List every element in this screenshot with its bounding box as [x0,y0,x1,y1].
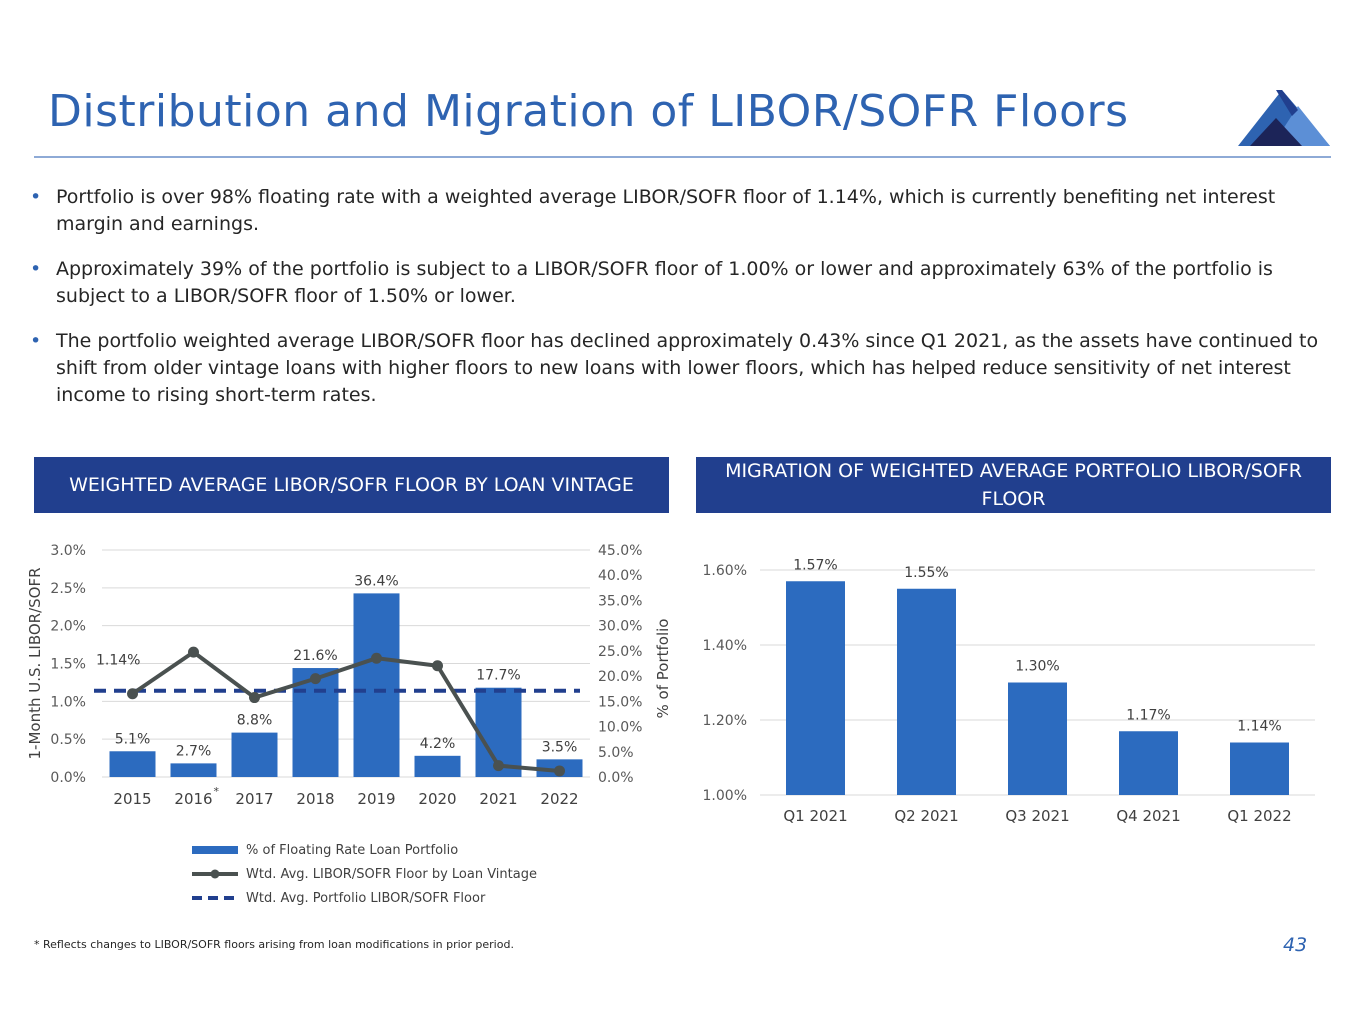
vintage-floor-chart: 0.0% 0.5% 1.0% 1.5% 2.0% 2.5% 3.0% 0.0% 5.0% 10.0… [26,543,672,808]
right-y-tick-label: 5.0% [598,745,634,761]
x-tick-label: Q2 2021 [894,807,958,825]
x-tick-label: Q1 2021 [783,807,847,825]
x-tick-label: Q1 2022 [1227,807,1291,825]
right-y-axis-title: % of Portfolio [654,619,672,719]
bar [170,763,217,777]
left-chart-header: WEIGHTED AVERAGE LIBOR/SOFR FLOOR BY LOA… [34,457,669,513]
legend-line-swatch [192,869,238,879]
left-y-tick-label: 1.5% [50,657,86,673]
bar-data-label: 21.6% [293,648,337,664]
bullet-list: • Portfolio is over 98% floating rate wit… [30,184,1330,427]
footnote: * Reflects changes to LIBOR/SOFR floors … [34,938,514,951]
vintage-chart-legend: % of Floating Rate Loan Portfolio Wtd. A… [190,838,537,910]
vintage-floor-line [131,650,560,773]
bullet-icon: • [30,186,42,208]
left-y-tick-label: 2.0% [50,619,86,635]
x-tick-label: Q3 2021 [1005,807,1069,825]
vintage-floor-point [432,660,443,672]
vintage-floor-point [310,673,321,685]
bar [353,593,400,777]
left-y-tick-label: 0.5% [50,732,86,748]
portfolio-floor-label: 1.14% [96,653,140,669]
vintage-floor-point [554,765,565,777]
title-divider [34,156,1331,158]
vintage-floor-point [188,646,199,658]
y-tick-label: 1.40% [703,638,747,654]
bullet-item: • Approximately 39% of the portfolio is s… [30,258,1273,307]
right-y-tick-label: 10.0% [598,720,642,736]
right-y-tick-label: 25.0% [598,644,642,660]
x-tick-label: 2019 [357,790,395,808]
bar-data-label: 1.14% [1237,719,1281,735]
bar-data-label: 5.1% [115,731,151,747]
bar [414,755,461,777]
x-tick-label: 2015 [113,790,151,808]
bar-data-label: 1.30% [1015,659,1059,675]
bar [1119,731,1178,795]
bar [109,751,156,777]
mountain-logo-icon [1238,90,1330,146]
x-tick-label: 2022 [540,790,578,808]
bar-data-label: 2.7% [176,743,212,759]
y-tick-label: 1.00% [703,788,747,804]
right-chart-header: MIGRATION OF WEIGHTED AVERAGE PORTFOLIO … [696,457,1331,513]
bar-data-label: 4.2% [420,736,456,752]
left-y-tick-label: 1.0% [50,694,86,710]
right-y-tick-label: 15.0% [598,694,642,710]
bar [292,668,339,777]
right-y-tick-label: 0.0% [598,770,634,786]
vintage-floor-point [371,652,382,664]
right-y-tick-label: 45.0% [598,543,642,559]
bullet-item: • Portfolio is over 98% floating rate wit… [30,186,1276,235]
bullet-icon: • [30,258,42,280]
left-y-tick-label: 0.0% [50,770,86,786]
x-tick-label: 2016 [174,790,212,808]
x-tick-label: Q4 2021 [1116,807,1180,825]
legend-item-dashed: Wtd. Avg. Portfolio LIBOR/SOFR Floor [190,886,537,910]
bar [897,588,956,795]
right-y-tick-label: 40.0% [598,568,642,584]
bar-data-label: 36.4% [354,573,398,589]
page-title: Distribution and Migration of LIBOR/SOFR… [48,86,1129,137]
right-y-tick-label: 35.0% [598,593,642,609]
vintage-floor-point [493,760,504,772]
vintage-floor-point [249,692,260,704]
legend-item-bars: % of Floating Rate Loan Portfolio [190,838,537,862]
left-y-tick-label: 2.5% [50,581,86,597]
bar-data-label: 1.17% [1126,707,1170,723]
x-tick-label: 2018 [296,790,334,808]
y-tick-label: 1.20% [703,713,747,729]
x-tick-label: 2021 [479,790,517,808]
bar [1008,682,1067,795]
bar-data-label: 3.5% [542,739,578,755]
legend-bar-swatch [192,846,238,854]
bullet-item: • The portfolio weighted average LIBOR/SO… [30,330,1319,406]
bullet-icon: • [30,330,42,352]
x-tick-label: 2020 [418,790,456,808]
x-tick-footnote-mark: * [214,785,220,798]
bar-data-label: 8.8% [237,713,273,729]
y-tick-label: 1.60% [703,563,747,579]
left-y-tick-label: 3.0% [50,543,86,559]
bar [231,732,278,777]
legend-item-line: Wtd. Avg. LIBOR/SOFR Floor by Loan Vinta… [190,862,537,886]
vintage-floor-point [127,688,138,700]
bar-data-label: 17.7% [476,668,520,684]
bar-data-label: 1.57% [793,557,837,573]
portfolio-floor-migration-chart: 1.00% 1.20% 1.40% 1.60% 1.57% Q1 2021 1.55% Q2 … [703,557,1315,825]
bar-data-label: 1.55% [904,565,948,581]
x-tick-label: 2017 [235,790,273,808]
left-y-axis-title: 1-Month U.S. LIBOR/SOFR [26,567,44,759]
right-y-tick-label: 20.0% [598,669,642,685]
bar [786,581,845,795]
page-number: 43 [1283,934,1308,956]
legend-dashed-swatch [192,896,238,900]
right-y-tick-label: 30.0% [598,619,642,635]
bar [1230,742,1289,795]
